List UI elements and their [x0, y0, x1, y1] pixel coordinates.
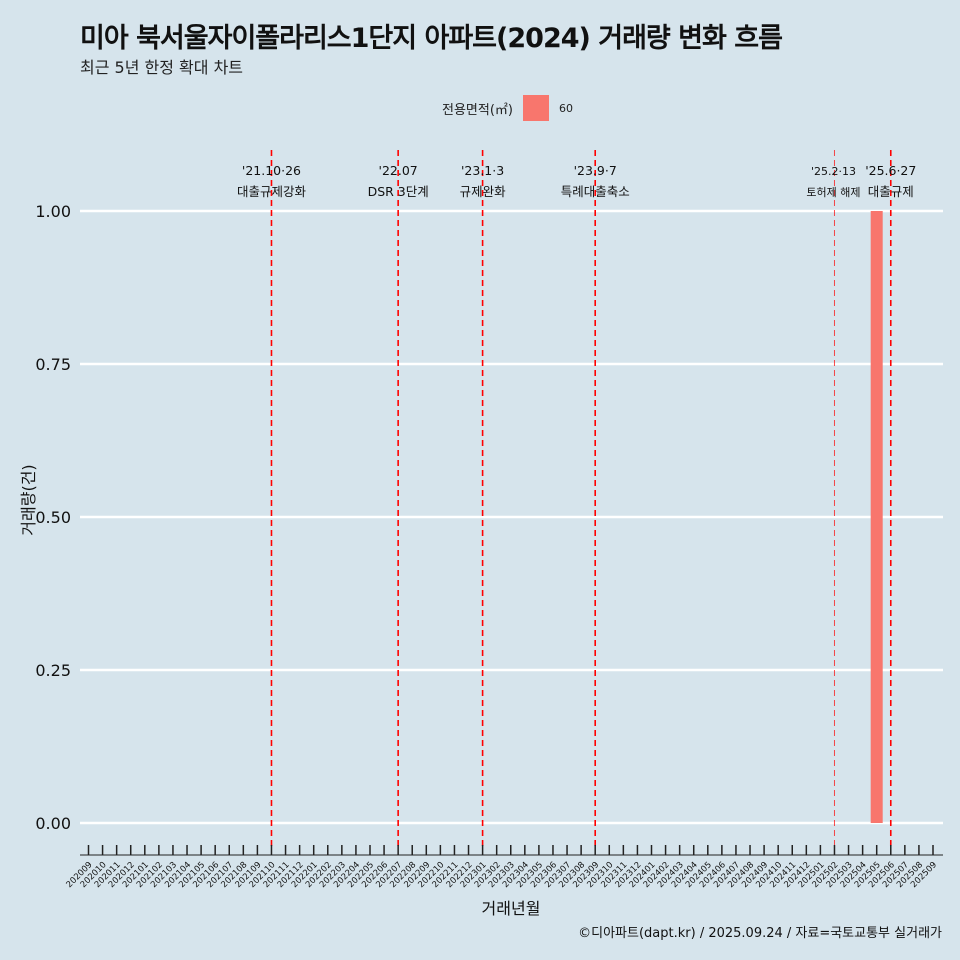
chart-title: 미아 북서울자이폴라리스1단지 아파트(2024) 거래량 변화 흐름 — [80, 23, 783, 54]
event-date-3: '23.9·7 — [574, 163, 617, 178]
event-label-1: DSR 3단계 — [368, 184, 429, 199]
legend-swatch-60 — [522, 95, 549, 121]
source-caption: ©디아파트(dapt.kr) / 2025.09.24 / 자료=국토교통부 실… — [578, 926, 942, 941]
event-date-1: '22.07 — [379, 163, 418, 178]
event-label-2: 규제완화 — [460, 184, 507, 199]
legend-label-60: 60 — [558, 101, 573, 115]
bar-202505 — [870, 211, 883, 823]
x-axis-title: 거래년월 — [482, 899, 541, 918]
event-label-3: 특례대출축소 — [561, 184, 630, 199]
y-tick-label-4: 1.00 — [35, 202, 71, 221]
event-date-2: '23.1·3 — [461, 163, 504, 178]
event-label-5: 대출규제 — [868, 184, 914, 199]
y-tick-label-1: 0.25 — [35, 661, 71, 680]
y-tick-label-0: 0.00 — [35, 814, 71, 833]
legend: 전용면적(㎡) 60 — [442, 94, 573, 122]
legend-title: 전용면적(㎡) — [442, 102, 513, 118]
chart-subtitle: 최근 5년 한정 확대 차트 — [80, 58, 244, 77]
event-date-4: '25.2·13 — [811, 165, 856, 178]
event-label-4: 토허제 해제 — [806, 185, 860, 199]
event-date-0: '21.10·26 — [242, 163, 301, 178]
event-label-0: 대출규제강화 — [237, 184, 307, 199]
y-axis-title: 거래량(건) — [19, 464, 38, 535]
y-tick-label-2: 0.50 — [35, 508, 71, 527]
event-date-5: '25.6·27 — [865, 163, 916, 178]
y-tick-label-3: 0.75 — [35, 355, 71, 374]
